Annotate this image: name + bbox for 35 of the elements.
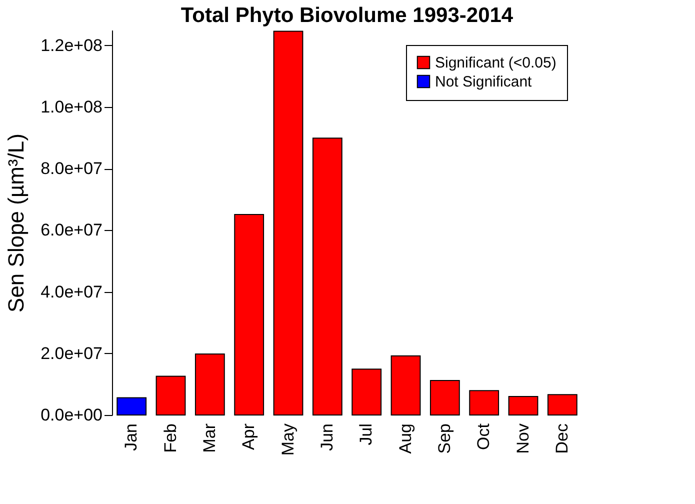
bar [156, 376, 186, 416]
y-tick-label: 0.0e+00 [40, 406, 102, 424]
x-tick-label: Aug [396, 424, 415, 454]
legend-label: Significant (<0.05) [435, 54, 556, 72]
legend-label: Not Significant [435, 74, 533, 90]
bar [273, 30, 304, 416]
y-tick-label: 4.0e+07 [40, 282, 102, 302]
bar [508, 396, 538, 416]
x-tick-label: Jul [356, 424, 376, 446]
y-axis-title: Sen Slope (µm³/L) [4, 134, 29, 312]
x-tick-label: Dec [552, 423, 572, 454]
bar [352, 368, 382, 416]
x-tick-label: Sep [434, 424, 454, 454]
x-tick-label: Apr [239, 423, 258, 450]
y-tick-label: 1.2e+08 [40, 36, 102, 55]
bar [234, 214, 264, 416]
x-tick-label: Oct [474, 423, 494, 450]
x-tick-label: Feb [160, 424, 180, 453]
bar [312, 138, 342, 416]
x-tick-label: Jan [122, 424, 141, 451]
y-tick-label: 8.0e+07 [40, 159, 102, 178]
y-tick-label: 6.0e+07 [40, 220, 102, 240]
y-tick-label: 2.0e+07 [40, 344, 102, 363]
bar [390, 355, 421, 416]
y-tick-label: 1.0e+08 [40, 98, 102, 116]
bar [194, 354, 225, 416]
x-tick-label: Jun [317, 424, 336, 451]
x-tick-label: Nov [513, 423, 532, 454]
bar [116, 397, 147, 416]
x-tick-label: Mar [200, 423, 219, 453]
bar [430, 380, 460, 416]
bar [469, 390, 500, 416]
chart-title: Total Phyto Biovolume 1993-2014 [180, 4, 514, 27]
bar [547, 394, 578, 416]
x-tick-label: May [278, 423, 298, 456]
